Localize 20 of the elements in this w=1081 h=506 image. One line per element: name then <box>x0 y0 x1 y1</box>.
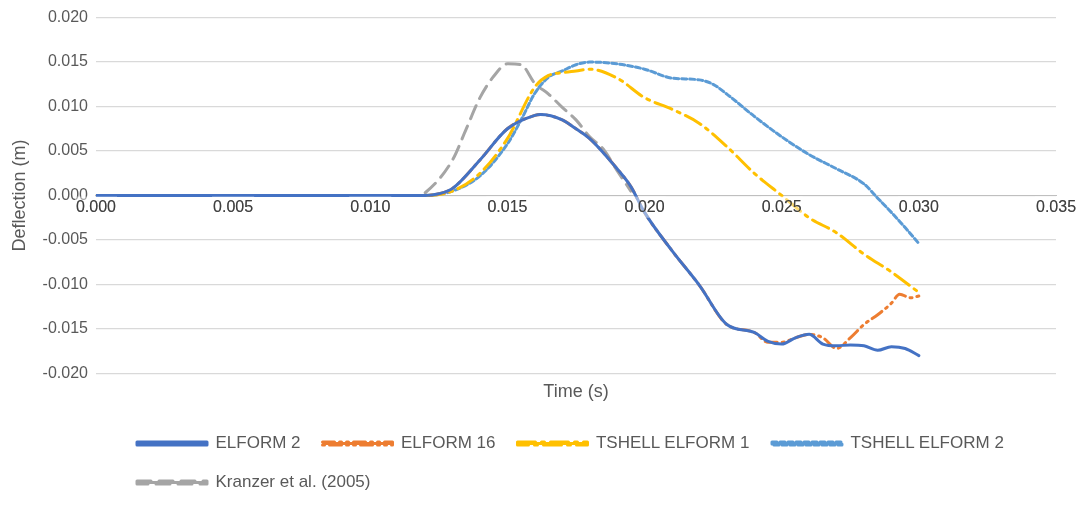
legend-label: Kranzer et al. (2005) <box>215 472 371 492</box>
legend-label: ELFORM 2 <box>215 433 301 453</box>
x-tick-label: 0.035 <box>1035 197 1077 215</box>
y-tick-label: 0.005 <box>47 141 89 159</box>
x-tick-label: 0.005 <box>213 197 254 215</box>
x-tick-label: 0.015 <box>487 197 528 215</box>
x-tick-label: 0.010 <box>350 197 391 215</box>
legend-label: TSHELL ELFORM 1 <box>595 433 750 453</box>
y-axis-title: Deflection (m) <box>8 139 29 252</box>
y-tick-label: 0.020 <box>47 8 89 26</box>
y-tick-label: -0.005 <box>42 230 89 248</box>
legend-label: ELFORM 16 <box>401 433 496 453</box>
y-tick-label: -0.020 <box>42 363 89 381</box>
y-tick-label: -0.010 <box>42 274 89 292</box>
y-tick-label: 0.015 <box>47 52 89 70</box>
x-axis-title: Time (s) <box>543 381 609 402</box>
legend-label: TSHELL ELFORM 2 <box>850 433 1004 453</box>
y-tick-label: -0.015 <box>42 319 89 337</box>
y-tick-label: 0.010 <box>47 96 89 114</box>
x-tick-label: 0.030 <box>898 197 939 215</box>
